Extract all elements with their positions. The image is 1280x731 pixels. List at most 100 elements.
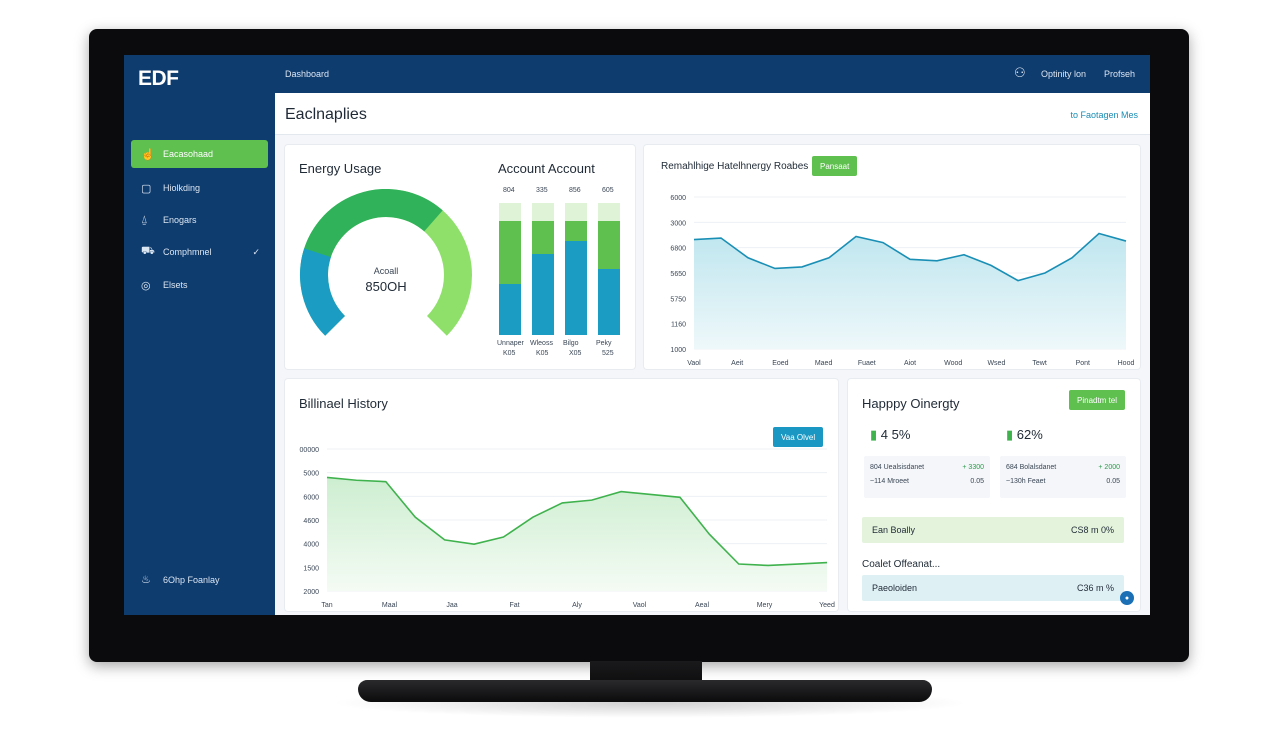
x-tick-label: Pont: [1076, 360, 1090, 367]
square-icon: ▢: [141, 182, 152, 195]
x-tick-label: Vaol: [687, 360, 701, 367]
x-tick-label: Yeed: [819, 602, 835, 609]
y-tick-label: 1000: [670, 347, 686, 354]
target-icon: ◎: [141, 279, 151, 292]
x-tick-label: Mery: [757, 602, 773, 609]
account-column-label: Unnaper: [497, 340, 524, 347]
y-tick-label: 5750: [670, 296, 686, 303]
account-bar-segment[interactable]: [499, 221, 521, 284]
page-header: Eaclnaplies to Faotagen Mes: [275, 93, 1150, 135]
happy-energy-card: Happpy Oinergty Pinadtm tel ▮ 4 5% ▮ 62%…: [848, 379, 1140, 611]
section-label: Coalet Offeanat...: [862, 559, 941, 570]
sidebar-footer-link[interactable]: ♨ 6Ohp Foanlay: [141, 573, 220, 586]
stat-a: ▮ 4 5%: [870, 427, 910, 443]
sidebar-item-label: Enogars: [163, 215, 197, 225]
header-link[interactable]: to Faotagen Mes: [1070, 110, 1138, 120]
provider-bar-row[interactable]: Paeoloiden C36 m %: [862, 575, 1124, 601]
gauge-center-value: 850OH: [365, 279, 406, 294]
hand-icon: ☝: [141, 148, 155, 161]
y-tick-label: 4000: [303, 542, 319, 549]
renewable-badge[interactable]: Pansaat: [812, 156, 858, 176]
happy-title: Happpy Oinergty: [862, 396, 960, 411]
energy-usage-title: Energy Usage: [299, 161, 382, 176]
provider-bar-value: C36 m %: [1076, 583, 1114, 593]
series-area: [694, 233, 1126, 349]
y-tick-label: 6800: [670, 246, 686, 253]
billing-badge[interactable]: Vaa Olvel: [773, 427, 824, 447]
options-link[interactable]: Optinity lon: [1041, 69, 1087, 79]
stat-row-label: ~130h Feaet: [1006, 478, 1046, 485]
account-bar-segment[interactable]: [532, 203, 554, 222]
account-title: Account Account: [498, 161, 595, 176]
x-tick-label: Aeit: [731, 360, 743, 367]
x-tick-label: Aiot: [904, 360, 916, 367]
bell-icon: ⍙: [141, 213, 148, 226]
stat-row-value: 0.05: [1106, 478, 1120, 485]
y-tick-label: 2000: [303, 589, 319, 596]
account-bar-segment[interactable]: [598, 203, 620, 222]
account-bar-segment[interactable]: [499, 283, 521, 335]
check-icon: ✓: [252, 246, 260, 257]
x-tick-label: Eoed: [772, 360, 788, 367]
account-column-label: Peky: [596, 340, 612, 347]
help-icon[interactable]: ●: [1120, 591, 1134, 605]
stat-row-value: + 3300: [962, 464, 984, 471]
battery-icon: ▮: [870, 427, 878, 442]
happy-badge[interactable]: Pinadtm tel: [1069, 390, 1126, 410]
x-tick-label: Wsed: [987, 360, 1005, 367]
user-icon[interactable]: ⚇: [1014, 65, 1026, 80]
x-tick-label: Hood: [1118, 360, 1135, 367]
x-tick-label: Maed: [815, 360, 833, 367]
x-tick-label: Vaol: [633, 602, 647, 609]
usage-bar-row[interactable]: Ean Boally CS8 m 0%: [862, 517, 1124, 543]
account-column-top-label: 856: [569, 187, 581, 194]
profile-link[interactable]: Profseh: [1104, 69, 1136, 79]
x-tick-label: Tewt: [1032, 360, 1046, 367]
page-title: Eaclnaplies: [285, 106, 367, 123]
account-bar-segment[interactable]: [499, 203, 521, 222]
account-column-sublabel: 525: [602, 350, 614, 357]
car-icon: ⛟: [141, 245, 155, 257]
x-tick-label: Tan: [321, 602, 332, 609]
account-bar-segment[interactable]: [565, 241, 587, 335]
account-bar-segment[interactable]: [565, 203, 587, 222]
topbar: Dashboard ⚇ Optinity lon Profseh: [275, 55, 1150, 93]
x-tick-label: Maal: [382, 602, 398, 609]
sidebar-item-energy[interactable]: ⍙ Enogars: [131, 206, 268, 234]
account-bar-chart: 804 Unnaper K05 335 Wleoss K05 856 Bilgo X05 605 P…: [497, 185, 629, 365]
sidebar-item-elsets[interactable]: ◎ Elsets: [131, 271, 268, 299]
stat-row-label: 804 Uealsisdanet: [870, 464, 925, 471]
account-bar-segment[interactable]: [532, 221, 554, 255]
y-tick-label: 1160: [671, 322, 686, 329]
account-bar-segment[interactable]: [565, 221, 587, 242]
series-line[interactable]: [326, 476, 828, 567]
x-tick-label: Aly: [572, 602, 582, 609]
edf-logo[interactable]: EDF: [138, 67, 179, 90]
sidebar-item-label: Hiolkding: [163, 183, 201, 193]
stat-row: 684 Bolalsdanet + 2000 ~130h Feaet 0.05: [1000, 456, 1126, 498]
account-column-label: Wleoss: [530, 340, 553, 347]
account-column-label: Bilgo: [563, 340, 579, 347]
provider-bar-label: Paeoloiden: [872, 583, 918, 593]
sidebar-item-compare[interactable]: ⛟ Comphmnel ✓: [131, 238, 268, 266]
series-area: [327, 477, 827, 591]
series-line[interactable]: [693, 232, 1127, 282]
gauge-green-arc: [301, 189, 443, 267]
sidebar-item-holding[interactable]: ▢ Hiolkding: [131, 174, 268, 202]
stat-row-label: ~114 Mroeet: [870, 478, 909, 485]
billing-card: Billinael History Vaa Olvel 00000 5000 600…: [285, 379, 838, 611]
y-tick-label: 00000: [300, 447, 320, 454]
breadcrumb[interactable]: Dashboard: [285, 69, 330, 79]
gauge-teal-arc: [300, 248, 346, 336]
renewable-title: Remahlhige Hatelhnergy Roabes: [661, 161, 809, 172]
sidebar-item-label: Comphmnel: [163, 247, 212, 257]
account-bar-segment[interactable]: [532, 254, 554, 335]
account-column-sublabel: K05: [536, 350, 549, 357]
account-column-sublabel: X05: [569, 350, 582, 357]
x-tick-label: Wood: [944, 360, 962, 367]
account-bar-segment[interactable]: [598, 269, 620, 335]
account-bar-segment[interactable]: [598, 221, 620, 269]
sidebar-item-dashboard[interactable]: ☝ Eacasohaad: [131, 140, 268, 168]
